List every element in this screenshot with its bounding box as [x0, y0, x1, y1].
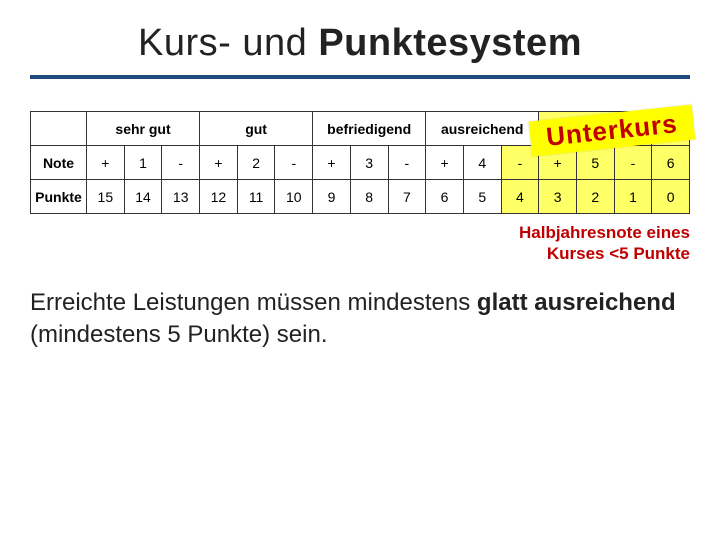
table-row: Punkte 15 14 13 12 11 10 9 8 7 6 5 4 3 2…	[31, 180, 690, 214]
note-cell: +	[313, 146, 351, 180]
note-cell: 3	[350, 146, 388, 180]
title-rule	[30, 75, 690, 79]
punkte-cell: 6	[426, 180, 464, 214]
note-cell: 4	[463, 146, 501, 180]
grade-group-header: ausreichend	[426, 112, 539, 146]
punkte-cell: 5	[463, 180, 501, 214]
note-cell: +	[87, 146, 125, 180]
grade-group-header: mangelhaft	[539, 112, 652, 146]
note-cell: -	[614, 146, 652, 180]
note-cell: 5	[576, 146, 614, 180]
table-row: Note + 1 - + 2 - + 3 - + 4 - + 5 - 6	[31, 146, 690, 180]
grade-group-header: gut	[200, 112, 313, 146]
grade-table: sehr gut gut befriedigend ausreichend ma…	[30, 111, 690, 214]
grade-table-wrap: sehr gut gut befriedigend ausreichend ma…	[30, 111, 690, 214]
punkte-cell: 15	[87, 180, 125, 214]
note-cell: 2	[237, 146, 275, 180]
caption: Halbjahresnote eines Kurses <5 Punkte	[30, 222, 690, 265]
row-label-punkte: Punkte	[31, 180, 87, 214]
punkte-cell: 2	[576, 180, 614, 214]
caption-line2: Kurses <5 Punkte	[547, 244, 690, 263]
page-title: Kurs- und Punktesystem	[30, 22, 690, 65]
punkte-cell: 8	[350, 180, 388, 214]
note-cell: 6	[652, 146, 690, 180]
note-cell: -	[162, 146, 200, 180]
caption-line1: Halbjahresnote eines	[519, 223, 690, 242]
note-cell: +	[426, 146, 464, 180]
note-cell: +	[539, 146, 577, 180]
body-pre: Erreichte Leistungen müssen mindestens	[30, 289, 477, 316]
body-bold: glatt ausreichend	[477, 289, 676, 316]
punkte-cell: 0	[652, 180, 690, 214]
punkte-cell: 12	[200, 180, 238, 214]
title-plain: Kurs- und	[138, 22, 318, 64]
body-text: Erreichte Leistungen müssen mindestens g…	[30, 287, 690, 352]
grade-group-header-last: 6	[652, 112, 690, 146]
punkte-cell: 9	[313, 180, 351, 214]
body-post: (mindestens 5 Punkte) sein.	[30, 321, 327, 348]
punkte-cell: 7	[388, 180, 426, 214]
note-cell: -	[388, 146, 426, 180]
table-corner	[31, 112, 87, 146]
title-bold: Punktesystem	[318, 22, 582, 64]
note-cell: -	[501, 146, 539, 180]
punkte-cell: 14	[124, 180, 162, 214]
note-cell: 1	[124, 146, 162, 180]
table-header-row: sehr gut gut befriedigend ausreichend ma…	[31, 112, 690, 146]
note-cell: +	[200, 146, 238, 180]
grade-group-header: sehr gut	[87, 112, 200, 146]
punkte-cell: 13	[162, 180, 200, 214]
punkte-cell: 4	[501, 180, 539, 214]
grade-group-header: befriedigend	[313, 112, 426, 146]
note-cell: -	[275, 146, 313, 180]
punkte-cell: 10	[275, 180, 313, 214]
punkte-cell: 3	[539, 180, 577, 214]
punkte-cell: 11	[237, 180, 275, 214]
punkte-cell: 1	[614, 180, 652, 214]
row-label-note: Note	[31, 146, 87, 180]
